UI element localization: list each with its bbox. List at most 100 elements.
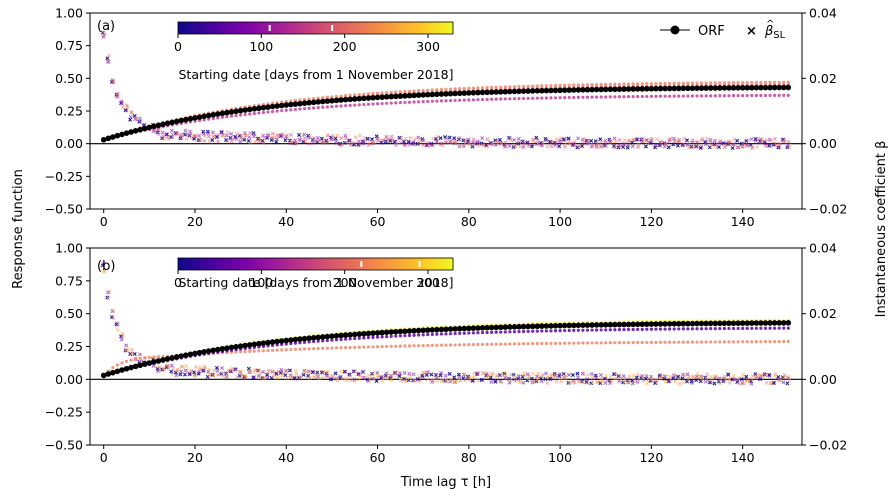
beta-marker	[367, 377, 372, 382]
orf-point-colored	[220, 115, 224, 119]
orf-point-colored	[380, 101, 384, 106]
beta-marker	[622, 380, 627, 385]
y-right-tick-label: 0.02	[809, 71, 837, 86]
beta-marker	[540, 372, 545, 377]
orf-point-colored	[371, 335, 375, 339]
beta-marker	[722, 140, 727, 145]
orf-point	[392, 93, 399, 100]
beta-marker	[600, 145, 605, 150]
orf-point-colored	[677, 81, 681, 85]
orf-point	[242, 107, 248, 113]
orf-point	[183, 352, 189, 358]
beta-marker	[740, 373, 745, 378]
beta-marker	[303, 139, 308, 144]
orf-point-colored	[704, 327, 708, 331]
beta-marker	[695, 372, 700, 377]
orf-point-colored	[713, 327, 717, 331]
orf-point	[712, 320, 719, 327]
beta-marker	[549, 144, 554, 149]
legend-orf-label: ORF	[698, 24, 725, 39]
beta-marker	[107, 53, 112, 58]
orf-point-colored	[540, 84, 544, 88]
beta-marker	[454, 378, 459, 383]
orf-point-colored	[576, 341, 580, 345]
orf-point	[703, 320, 709, 327]
beta-marker	[764, 381, 769, 386]
orf-point-colored	[626, 82, 631, 86]
orf-point	[301, 100, 308, 106]
beta-marker	[274, 372, 279, 377]
orf-point-colored	[480, 86, 485, 90]
orf-point-colored	[690, 94, 695, 98]
beta-marker	[626, 142, 631, 147]
orf-point-colored	[239, 350, 243, 354]
orf-point	[466, 90, 472, 96]
orf-point	[479, 325, 486, 331]
orf-point	[114, 132, 121, 139]
beta-marker	[732, 137, 737, 142]
orf-point-colored	[403, 334, 407, 338]
orf-point-colored	[672, 94, 676, 98]
orf-point-colored	[718, 94, 722, 98]
orf-point-colored	[234, 113, 238, 118]
beta-marker	[444, 379, 449, 384]
beta-marker	[266, 133, 271, 138]
orf-point-colored	[124, 359, 129, 363]
orf-point	[767, 320, 773, 326]
orf-point-colored	[567, 328, 571, 333]
orf-point	[411, 92, 417, 99]
orf-point	[361, 95, 367, 102]
orf-point-colored	[270, 109, 275, 114]
orf-point-colored	[544, 96, 549, 100]
orf-point	[443, 91, 449, 97]
beta-marker	[750, 377, 755, 382]
orf-point-colored	[270, 348, 275, 352]
orf-point-colored	[608, 341, 612, 345]
orf-point-colored	[239, 113, 243, 117]
orf-point	[420, 92, 426, 98]
orf-point-colored	[731, 81, 736, 85]
orf-point	[424, 327, 431, 333]
beta-marker	[572, 142, 577, 147]
orf-point-colored	[713, 340, 717, 344]
orf-point	[224, 345, 230, 351]
x-tick-label: 80	[461, 450, 477, 465]
beta-marker	[481, 143, 486, 148]
orf-point-colored	[741, 80, 745, 85]
beta-marker	[598, 137, 603, 142]
beta-marker	[170, 132, 175, 137]
orf-point	[119, 367, 125, 373]
orf-point-colored	[471, 331, 475, 335]
beta-marker	[339, 369, 344, 374]
beta-marker	[435, 140, 440, 145]
orf-point-colored	[736, 326, 740, 331]
orf-point-colored	[403, 89, 407, 94]
beta-marker	[617, 138, 622, 143]
beta-marker	[645, 381, 650, 386]
orf-point-colored	[585, 328, 590, 332]
beta-marker	[671, 376, 676, 381]
orf-point-colored	[430, 343, 434, 347]
beta-marker	[709, 374, 714, 379]
beta-marker	[116, 93, 121, 98]
orf-point-colored	[334, 346, 339, 350]
beta-marker	[782, 372, 787, 377]
orf-point-colored	[526, 96, 530, 100]
beta-marker	[402, 370, 407, 375]
beta-marker	[311, 136, 316, 141]
beta-marker	[156, 132, 161, 137]
orf-point	[137, 126, 144, 133]
beta-marker	[257, 372, 262, 377]
orf-point	[297, 100, 303, 107]
beta-marker	[553, 141, 558, 145]
orf-point-colored	[699, 340, 704, 344]
beta-marker	[452, 136, 457, 141]
orf-point-colored	[485, 97, 489, 102]
orf-point-colored	[631, 94, 635, 99]
orf-point	[767, 84, 773, 91]
beta-marker	[773, 141, 778, 146]
orf-point	[561, 87, 568, 93]
orf-point-colored	[695, 94, 699, 98]
beta-marker	[627, 374, 632, 379]
orf-point	[443, 326, 449, 333]
